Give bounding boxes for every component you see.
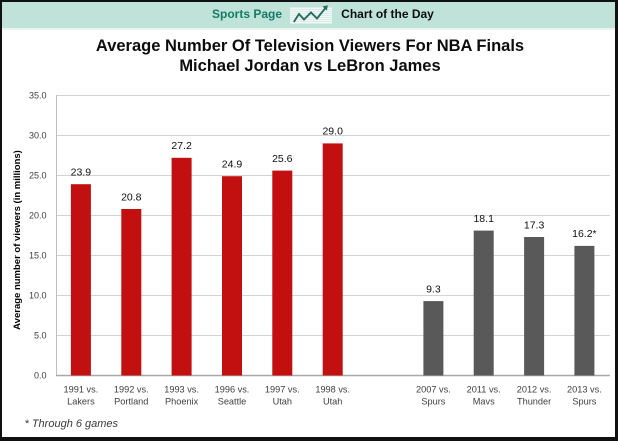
- svg-text:2007 vs.: 2007 vs.: [416, 385, 451, 395]
- svg-text:10.0: 10.0: [29, 291, 47, 301]
- svg-text:Mavs: Mavs: [473, 397, 495, 407]
- svg-text:27.2: 27.2: [171, 140, 192, 152]
- svg-text:15.0: 15.0: [29, 251, 47, 261]
- svg-text:17.3: 17.3: [524, 219, 545, 231]
- svg-text:1998 vs.: 1998 vs.: [315, 385, 350, 395]
- svg-text:1991 vs.: 1991 vs.: [64, 385, 99, 395]
- svg-text:Portland: Portland: [114, 397, 148, 407]
- svg-text:24.9: 24.9: [222, 159, 243, 171]
- svg-text:Lakers: Lakers: [67, 397, 95, 407]
- svg-text:35.0: 35.0: [29, 91, 47, 101]
- svg-text:29.0: 29.0: [322, 126, 343, 138]
- svg-text:2012 vs.: 2012 vs.: [517, 385, 552, 395]
- svg-text:1993 vs.: 1993 vs.: [164, 385, 199, 395]
- svg-text:Spurs: Spurs: [421, 397, 445, 407]
- svg-text:30.0: 30.0: [29, 131, 47, 141]
- svg-text:23.9: 23.9: [71, 167, 92, 179]
- svg-text:0.0: 0.0: [34, 371, 47, 381]
- svg-text:1996 vs.: 1996 vs.: [215, 385, 250, 395]
- svg-text:5.0: 5.0: [34, 331, 47, 341]
- svg-text:Chart of the Day: Chart of the Day: [341, 7, 434, 21]
- svg-text:2013 vs.: 2013 vs.: [567, 385, 602, 395]
- svg-text:1997 vs.: 1997 vs.: [265, 385, 300, 395]
- svg-text:Seattle: Seattle: [218, 397, 247, 407]
- svg-text:Average Number Of Television V: Average Number Of Television Viewers For…: [96, 37, 524, 55]
- svg-text:Utah: Utah: [273, 397, 292, 407]
- svg-text:2011 vs.: 2011 vs.: [467, 385, 501, 395]
- svg-text:Average number of viewers (in: Average number of viewers (in millions): [12, 150, 23, 330]
- svg-text:18.1: 18.1: [473, 213, 494, 225]
- svg-text:Sports Page: Sports Page: [212, 7, 282, 21]
- svg-text:Thunder: Thunder: [517, 397, 551, 407]
- svg-text:Spurs: Spurs: [572, 397, 596, 407]
- svg-text:9.3: 9.3: [426, 283, 441, 295]
- svg-text:Phoenix: Phoenix: [165, 397, 199, 407]
- svg-text:20.0: 20.0: [29, 211, 47, 221]
- svg-text:* Through 6 games: * Through 6 games: [25, 418, 119, 430]
- svg-text:25.0: 25.0: [29, 171, 47, 181]
- svg-text:1992 vs.: 1992 vs.: [114, 385, 149, 395]
- svg-text:Michael Jordan vs LeBron James: Michael Jordan vs LeBron James: [179, 57, 440, 75]
- svg-text:20.8: 20.8: [121, 191, 142, 203]
- svg-text:Utah: Utah: [323, 397, 342, 407]
- svg-text:16.2*: 16.2*: [572, 228, 597, 240]
- svg-text:25.6: 25.6: [272, 153, 293, 165]
